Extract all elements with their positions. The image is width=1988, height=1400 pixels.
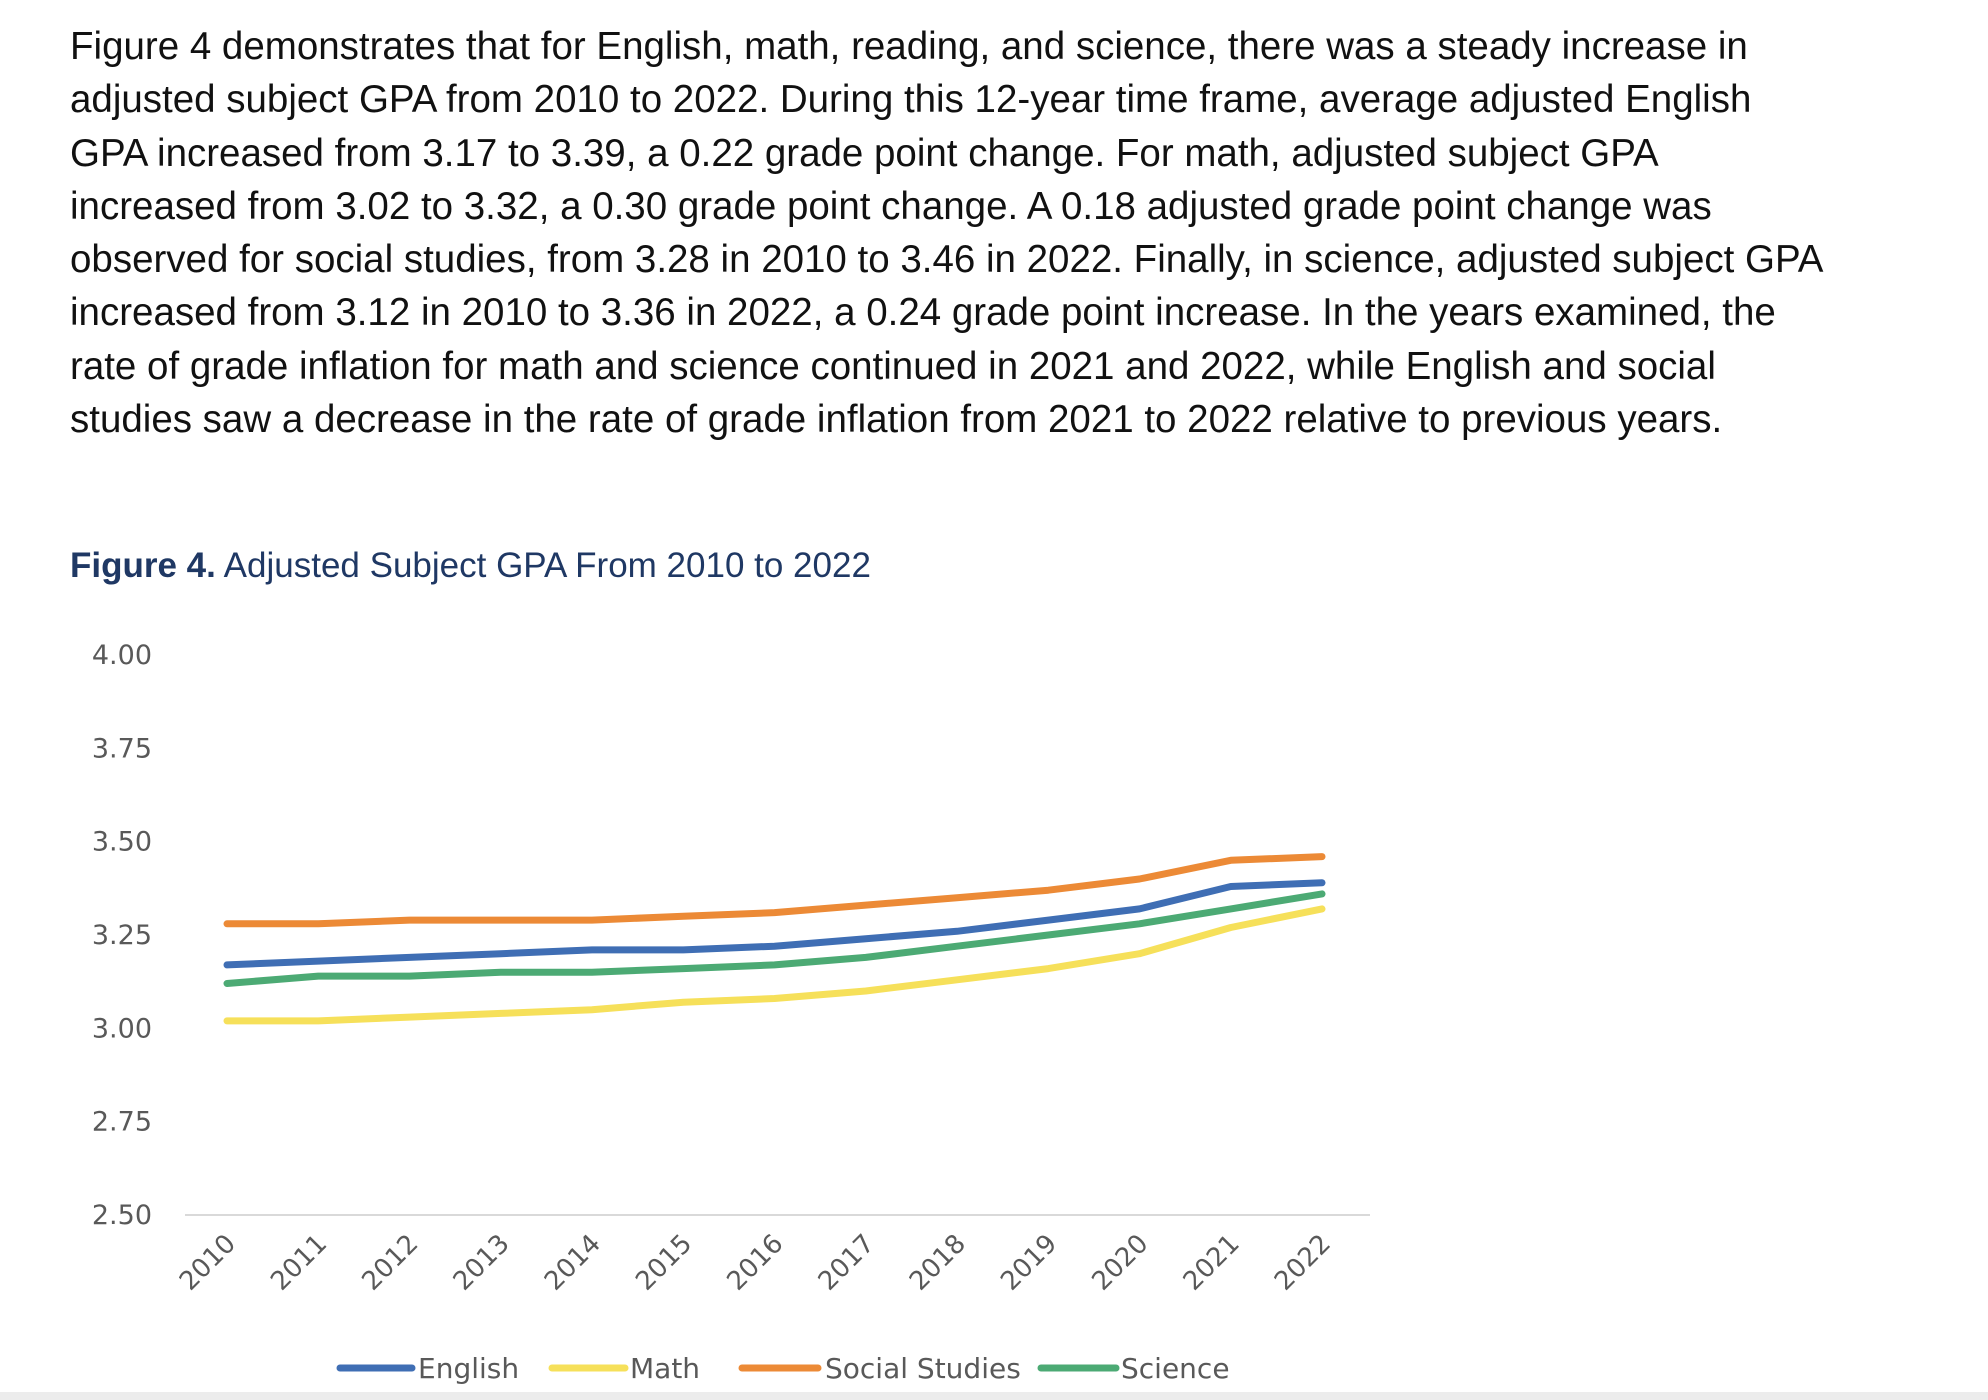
series-lines bbox=[223, 853, 1326, 1025]
body-paragraph: Figure 4 demonstrates that for English, … bbox=[70, 25, 1822, 442]
x-tick-label: 2010 bbox=[174, 1229, 242, 1297]
legend-label-science: Science bbox=[1121, 1352, 1230, 1385]
x-tick-label: 2017 bbox=[813, 1229, 881, 1297]
y-tick-label: 3.25 bbox=[92, 920, 152, 951]
y-tick-label: 4.00 bbox=[92, 640, 152, 671]
legend: English Math Social Studies Science bbox=[336, 1352, 1230, 1385]
x-tick-label: 2018 bbox=[904, 1229, 972, 1297]
figure-title: Adjusted Subject GPA From 2010 to 2022 bbox=[215, 546, 871, 585]
figure-label: Figure 4. bbox=[70, 546, 216, 585]
x-tick-label: 2019 bbox=[995, 1229, 1063, 1297]
x-tick-label: 2016 bbox=[721, 1229, 789, 1297]
series-line-social-studies bbox=[223, 853, 1326, 928]
legend-label-english: English bbox=[418, 1352, 519, 1385]
y-tick-label: 2.50 bbox=[92, 1200, 152, 1231]
y-tick-label: 3.75 bbox=[92, 733, 152, 764]
x-tick-label: 2012 bbox=[356, 1229, 424, 1297]
y-axis-ticks: 4.00 3.75 3.50 3.25 3.00 2.75 2.50 bbox=[92, 640, 152, 1231]
x-tick-label: 2014 bbox=[539, 1229, 607, 1297]
y-tick-label: 3.50 bbox=[92, 827, 152, 858]
y-tick-label: 2.75 bbox=[92, 1107, 152, 1138]
series-line-science bbox=[223, 890, 1326, 987]
x-tick-label: 2015 bbox=[630, 1229, 698, 1297]
x-tick-label: 2013 bbox=[448, 1229, 516, 1297]
x-tick-label: 2021 bbox=[1178, 1229, 1246, 1297]
series-line-math bbox=[223, 905, 1326, 1025]
y-tick-label: 3.00 bbox=[92, 1013, 152, 1044]
legend-label-math: Math bbox=[630, 1352, 700, 1385]
x-axis-ticks: 2010 2011 2012 2013 2014 2015 2016 2017 2018 2019… bbox=[174, 1229, 1337, 1297]
x-tick-label: 2011 bbox=[265, 1229, 333, 1297]
x-tick-label: 2020 bbox=[1086, 1229, 1154, 1297]
x-tick-label: 2022 bbox=[1269, 1229, 1337, 1297]
line-chart: 4.003.753.503.253.002.752.50 2010 2011 201… bbox=[92, 640, 1370, 1385]
figure-caption: Figure 4. Adjusted Subject GPA From 2010… bbox=[70, 544, 871, 588]
legend-label-social-studies: Social Studies bbox=[825, 1352, 1021, 1385]
series-line-english bbox=[223, 879, 1326, 969]
bottom-edge bbox=[0, 1392, 1988, 1400]
